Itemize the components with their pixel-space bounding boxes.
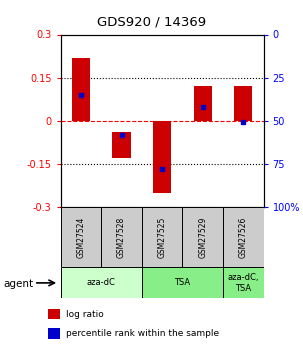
Bar — [223, 207, 264, 267]
Bar — [142, 207, 182, 267]
Text: GSM27529: GSM27529 — [198, 217, 207, 258]
Bar — [61, 267, 142, 298]
Bar — [48, 328, 60, 339]
Text: agent: agent — [3, 279, 33, 288]
Text: TSA: TSA — [174, 278, 191, 287]
Bar — [234, 86, 252, 121]
Text: aza-dC,
TSA: aza-dC, TSA — [228, 273, 259, 293]
Bar — [142, 267, 223, 298]
Bar — [61, 207, 101, 267]
Text: GDS920 / 14369: GDS920 / 14369 — [97, 16, 206, 29]
Bar — [101, 207, 142, 267]
Bar — [112, 132, 131, 158]
Text: percentile rank within the sample: percentile rank within the sample — [66, 329, 219, 338]
Text: log ratio: log ratio — [66, 310, 104, 319]
Bar — [182, 207, 223, 267]
Bar — [72, 58, 90, 121]
Bar — [153, 121, 171, 193]
Bar — [48, 308, 60, 319]
Text: GSM27525: GSM27525 — [158, 217, 167, 258]
Text: GSM27526: GSM27526 — [239, 217, 248, 258]
Bar — [194, 86, 212, 121]
Bar — [223, 267, 264, 298]
Text: aza-dC: aza-dC — [87, 278, 116, 287]
Text: GSM27524: GSM27524 — [76, 217, 85, 258]
Text: GSM27528: GSM27528 — [117, 217, 126, 258]
